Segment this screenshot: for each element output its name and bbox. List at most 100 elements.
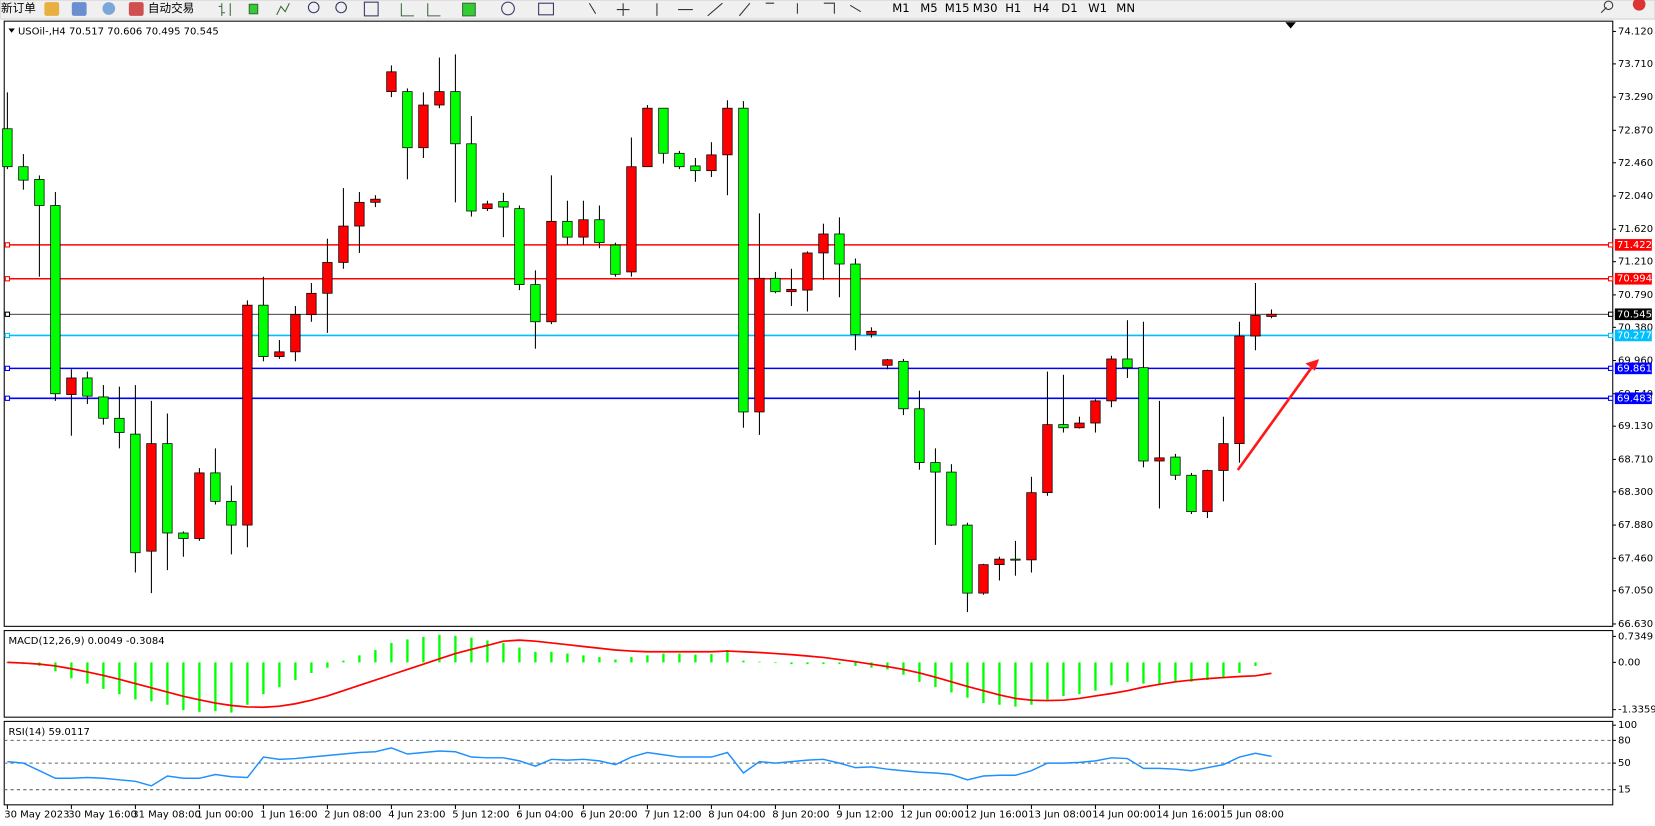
chart-tools[interactable] <box>218 1 862 17</box>
candle-body <box>322 262 333 294</box>
candle-body <box>482 203 493 210</box>
line-marker <box>1608 395 1614 401</box>
icon[interactable] <box>248 3 259 15</box>
candle-body <box>130 433 141 554</box>
y-tick-label: 72.040 <box>1618 191 1653 202</box>
icon[interactable] <box>102 2 116 15</box>
y-tick-label: 15 <box>1618 785 1631 796</box>
line-marker <box>4 311 11 317</box>
x-tick-label: 1 Jun 00:00 <box>196 809 253 820</box>
annotation-arrowhead <box>1305 359 1320 371</box>
timeframe-button[interactable]: H4 <box>1033 1 1049 15</box>
icon[interactable] <box>71 2 87 16</box>
candle-body <box>210 472 221 502</box>
timeframe-button[interactable]: M5 <box>920 1 937 15</box>
price-label-bg <box>1614 308 1652 321</box>
candle-body <box>850 263 861 335</box>
auto-trading-button[interactable]: 自动交易 <box>148 1 194 15</box>
x-tick-label: 7 Jun 12:00 <box>644 809 701 820</box>
chart-area: USOil-,H4 70.517 70.606 70.495 70.545 74.… <box>2 20 1655 820</box>
auto-trading-icon[interactable] <box>128 2 144 16</box>
y-tick-label: 67.460 <box>1618 553 1653 564</box>
candle-body <box>1074 422 1085 429</box>
candle-body <box>770 277 781 293</box>
icon[interactable] <box>363 1 379 17</box>
notification-badge[interactable] <box>1632 0 1646 11</box>
timeframe-button[interactable]: M30 <box>973 1 998 15</box>
icon[interactable] <box>218 3 231 16</box>
candle-body <box>242 304 253 526</box>
timeframe-button[interactable]: H1 <box>1005 1 1021 15</box>
line-marker <box>1608 311 1614 317</box>
icon[interactable] <box>335 1 347 14</box>
candle-body <box>1202 470 1213 513</box>
candle-body <box>978 564 989 594</box>
x-tick-label: 12 Jun 00:00 <box>900 809 964 820</box>
candle-body <box>50 205 61 395</box>
price-label: 69.861 <box>1617 363 1652 374</box>
y-tick-label: 72.460 <box>1618 158 1653 169</box>
x-tick-label: 12 Jun 16:00 <box>964 809 1028 820</box>
icon[interactable] <box>400 3 415 17</box>
candle-body <box>962 524 973 594</box>
candle-body <box>1266 313 1277 317</box>
search-icon[interactable] <box>1603 0 1614 11</box>
price-label: 69.483 <box>1617 393 1652 404</box>
icon[interactable] <box>462 2 476 17</box>
icon[interactable] <box>307 1 320 14</box>
icon[interactable] <box>588 2 862 17</box>
candle-body <box>1186 474 1197 513</box>
candle-body <box>66 377 77 395</box>
new-order-button[interactable]: 新订单 <box>1 1 36 15</box>
panel-frame <box>3 20 1614 627</box>
candle-body <box>930 462 941 473</box>
icon[interactable] <box>538 2 554 16</box>
candle-body <box>802 252 813 291</box>
y-tick-label: 73.710 <box>1618 59 1653 70</box>
timeframe-bar[interactable]: M1 M5 M15 M30 H1 H4 D1 W1 MN <box>892 1 1135 15</box>
candle-body <box>562 220 573 238</box>
timeframe-button[interactable]: MN <box>1116 1 1135 15</box>
candle-body <box>754 277 765 413</box>
price-label: 71.422 <box>1617 240 1652 251</box>
y-tick-label: 0.00 <box>1618 657 1640 668</box>
candle-body <box>194 472 205 539</box>
candle-body <box>98 396 109 419</box>
y-tick-label: 74.120 <box>1618 26 1653 37</box>
price-label-bg <box>1614 329 1652 342</box>
timeframe-button[interactable]: W1 <box>1088 1 1107 15</box>
icon[interactable] <box>427 3 441 17</box>
y-tick-label: 67.880 <box>1618 520 1653 531</box>
icon[interactable] <box>276 2 290 16</box>
y-tick-label: 70.380 <box>1618 322 1653 333</box>
y-tick-label: 68.300 <box>1618 487 1653 498</box>
candle-body <box>706 154 717 172</box>
x-tick-label: 4 Jun 23:00 <box>388 809 445 820</box>
candle-body <box>418 104 429 149</box>
price-label-bg <box>1614 392 1652 405</box>
x-tick-label: 2 Jun 08:00 <box>324 809 381 820</box>
candle-body <box>1250 315 1261 337</box>
icon[interactable] <box>501 1 515 16</box>
line-marker <box>4 276 11 282</box>
timeframe-button[interactable]: M1 <box>892 1 909 15</box>
candle-body <box>1170 456 1181 476</box>
toolbar-bg <box>0 0 1655 20</box>
rsi-line <box>7 747 1272 787</box>
timeframe-button[interactable]: D1 <box>1061 1 1077 15</box>
candle-body <box>626 166 637 273</box>
candle-body <box>610 244 621 275</box>
candle-body <box>834 233 845 265</box>
timeframe-button[interactable]: M15 <box>945 1 970 15</box>
x-tick-label: 1 Jun 16:00 <box>260 809 317 820</box>
candle-body <box>1106 358 1117 402</box>
candle-body <box>578 219 589 238</box>
candle-body <box>1090 400 1101 424</box>
panel-title: MACD(12,26,9) 0.0049 -0.3084 <box>8 636 164 647</box>
candle-body <box>258 304 269 357</box>
candle-body <box>434 91 445 106</box>
line-marker <box>4 395 11 401</box>
icon[interactable] <box>44 2 60 16</box>
